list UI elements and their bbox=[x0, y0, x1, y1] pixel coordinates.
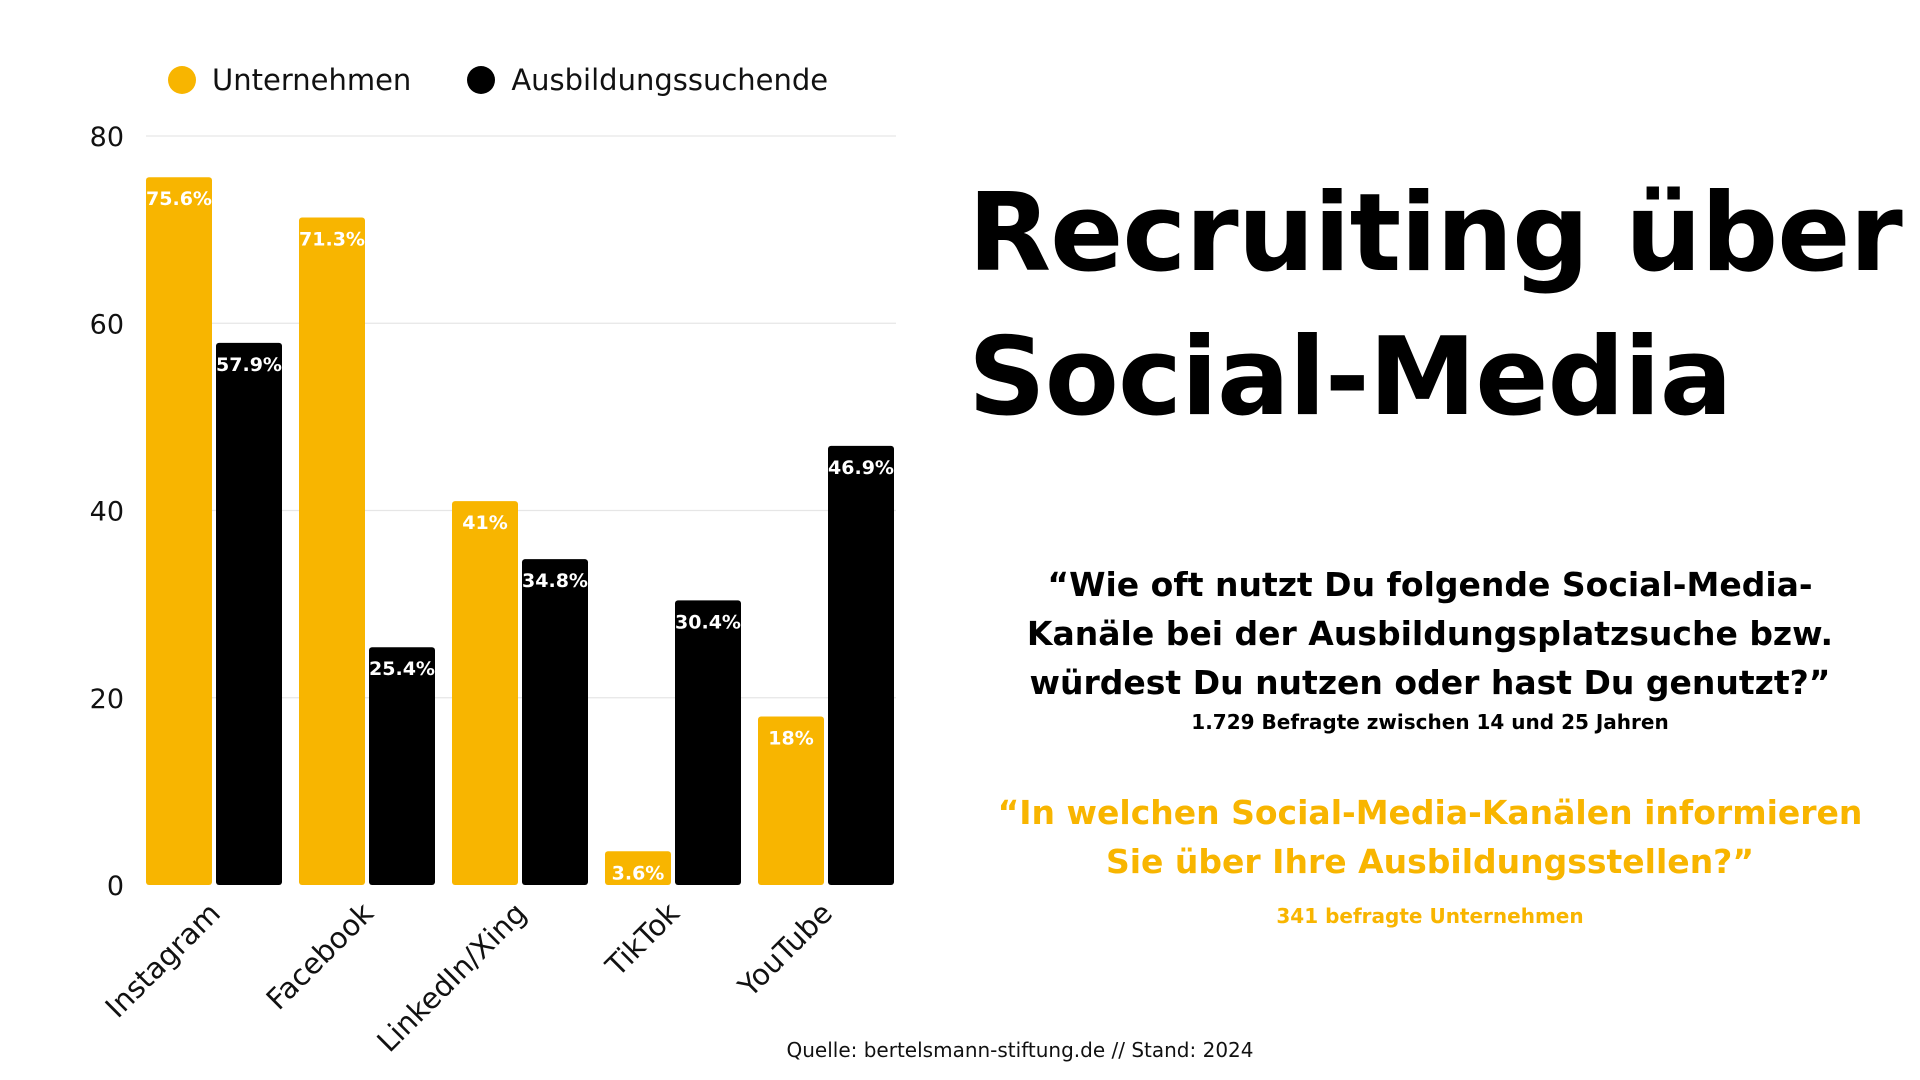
y-tick-label-0: 0 bbox=[107, 871, 124, 902]
bar-unternehmen-facebook bbox=[299, 217, 365, 886]
question-1-line-3: würdest Du nutzen oder hast Du genutzt?” bbox=[1029, 663, 1831, 702]
data-label-ausbildungssuchende-linkedin-xing: 34.8% bbox=[522, 570, 588, 592]
legend-swatch-unternehmen bbox=[168, 66, 196, 94]
y-tick-label-40: 40 bbox=[90, 497, 124, 528]
page-title-line-1: Recruiting über bbox=[968, 171, 1903, 296]
bar-ausbildungssuchende-tiktok bbox=[675, 600, 741, 885]
y-tick-label-20: 20 bbox=[90, 684, 124, 715]
bar-ausbildungssuchende-facebook bbox=[369, 647, 435, 885]
bar-ausbildungssuchende-instagram bbox=[216, 342, 282, 885]
legend-label-unternehmen: Unternehmen bbox=[212, 63, 412, 97]
x-tick-label-instagram: Instagram bbox=[99, 896, 227, 1024]
x-tick-label-youtube: YouTube bbox=[731, 896, 839, 1004]
x-tick-label-tiktok: TikTok bbox=[598, 896, 686, 984]
x-tick-label-facebook: Facebook bbox=[260, 896, 381, 1017]
question-1-sample-note: 1.729 Befragte zwischen 14 und 25 Jahren bbox=[1191, 710, 1669, 734]
question-2-line-2: Sie über Ihre Ausbildungsstellen?” bbox=[1105, 842, 1755, 881]
bar-unternehmen-instagram bbox=[146, 177, 212, 885]
question-1-line-1: “Wie oft nutzt Du folgende Social-Media- bbox=[1047, 565, 1813, 604]
bar-ausbildungssuchende-linkedin-xing bbox=[522, 559, 588, 885]
question-unternehmen: “In welchen Social-Media-Kanälen informi… bbox=[990, 788, 1870, 886]
source-note: Quelle: bertelsmann-stiftung.de // Stand… bbox=[786, 1038, 1254, 1062]
page-title: Recruiting über Social-Media bbox=[968, 162, 1903, 450]
question-2-line-1: “In welchen Social-Media-Kanälen informi… bbox=[997, 793, 1863, 832]
data-labels: 75.6% 57.9% 71.3% 25.4% 41% 34.8% 3.6% 30.4% 18%… bbox=[146, 188, 894, 884]
x-tick-label-linkedin-xing: LinkedIn/Xing bbox=[370, 896, 533, 1059]
data-label-ausbildungssuchende-facebook: 25.4% bbox=[369, 658, 435, 680]
legend-label-ausbildungssuchende: Ausbildungssuchende bbox=[511, 63, 829, 97]
bar-unternehmen-youtube bbox=[758, 716, 824, 885]
legend-item-ausbildungssuchende: Ausbildungssuchende bbox=[467, 63, 828, 97]
bar-unternehmen-tiktok bbox=[605, 851, 671, 885]
data-label-unternehmen-tiktok: 3.6% bbox=[612, 862, 665, 884]
data-label-ausbildungssuchende-youtube: 46.9% bbox=[828, 457, 894, 479]
question-2-sample-note: 341 befragte Unternehmen bbox=[1276, 904, 1584, 928]
y-tick-label-60: 60 bbox=[90, 309, 124, 340]
chart-legend: Unternehmen Ausbildungssuchende bbox=[168, 60, 884, 100]
question-1-line-2: Kanäle bei der Ausbildungsplatzsuche bzw… bbox=[1026, 614, 1834, 653]
bars bbox=[146, 177, 894, 886]
data-label-ausbildungssuchende-tiktok: 30.4% bbox=[675, 611, 741, 633]
question-ausbildungssuchende: “Wie oft nutzt Du folgende Social-Media-… bbox=[990, 560, 1870, 707]
y-tick-label-80: 80 bbox=[90, 122, 124, 153]
data-label-ausbildungssuchende-instagram: 57.9% bbox=[216, 354, 282, 376]
y-axis-ticks: 0 20 40 60 80 bbox=[90, 122, 124, 902]
data-label-unternehmen-linkedin-xing: 41% bbox=[462, 512, 507, 534]
legend-item-unternehmen: Unternehmen bbox=[168, 63, 411, 97]
bar-unternehmen-linkedin-xing bbox=[452, 501, 518, 885]
legend-swatch-ausbildungssuchende bbox=[467, 66, 496, 94]
data-label-unternehmen-youtube: 18% bbox=[768, 727, 813, 749]
page-title-line-2: Social-Media bbox=[968, 315, 1733, 440]
bar-ausbildungssuchende-youtube bbox=[828, 445, 894, 885]
data-label-unternehmen-instagram: 75.6% bbox=[146, 188, 212, 210]
data-label-unternehmen-facebook: 71.3% bbox=[299, 228, 365, 250]
